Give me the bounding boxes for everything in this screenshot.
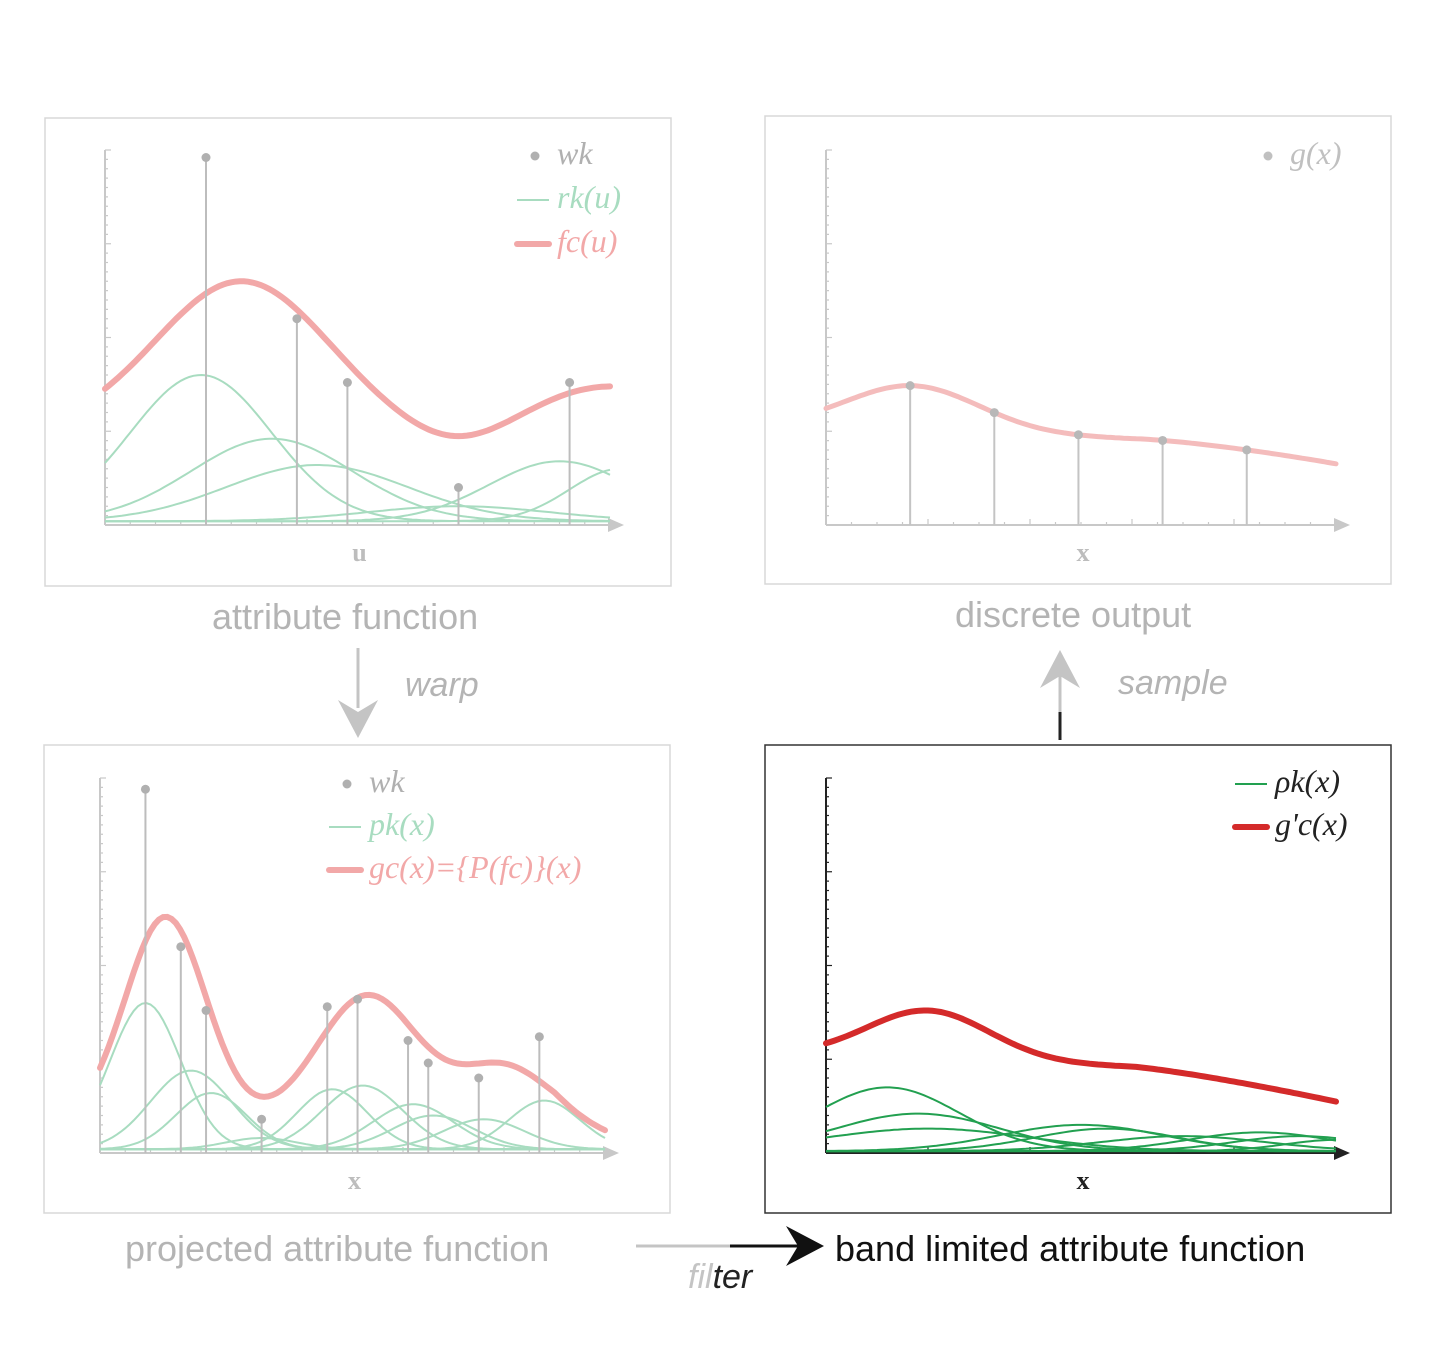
bandlimited-axis-label: x (1077, 1166, 1090, 1195)
attribute-axis-label: u (352, 538, 366, 567)
discrete-sample-dot (1073, 430, 1083, 440)
projected-legend-label: gc(x)={P(fc)}(x) (369, 849, 581, 885)
attribute-fc-curve (102, 278, 613, 440)
discrete-ticks (825, 149, 1337, 526)
projected-gc-curve (97, 913, 608, 1134)
label-warp: warp (405, 666, 479, 704)
projected-basis-curve (100, 1103, 605, 1151)
projected-basis-curve (100, 1099, 606, 1151)
bandlimited-legend-label: g'c(x) (1275, 806, 1348, 842)
projected-weight-dot (176, 942, 186, 952)
bandlimited-basis-curve (826, 1138, 1336, 1153)
attribute-weight-dot (201, 153, 211, 162)
label-filter-part-1: fil (688, 1258, 713, 1296)
projected-x-arrowhead (603, 1146, 619, 1160)
attribute-weight-dot (565, 378, 575, 387)
bandlimited-ticks (825, 777, 1337, 1154)
projected-axis-label: x (348, 1166, 361, 1195)
panel-bandlimited-frame (764, 744, 1392, 1214)
label-sample: sample (1118, 664, 1228, 702)
label-filter-part-2: ter (712, 1258, 753, 1296)
attribute-legend-dot (530, 151, 540, 161)
projected-weight-dot (403, 1036, 413, 1045)
attribute-legend-label: fc(u) (557, 223, 617, 259)
panel-discrete-frame (764, 115, 1392, 585)
projected-weight-dot (257, 1114, 267, 1124)
filter-arrow-head (786, 1226, 824, 1266)
discrete-legend-dot (1263, 151, 1273, 161)
attribute-x-arrowhead (608, 518, 624, 532)
caption-projected-attribute-function: projected attribute function (125, 1228, 550, 1269)
projected-weight-dot (322, 1002, 332, 1012)
caption-attribute-function: attribute function (212, 596, 479, 637)
projected-legend-dot (342, 779, 352, 789)
discrete-sample-dot (989, 408, 999, 418)
attribute-basis-curve (104, 437, 610, 523)
projected-weight-dot (140, 784, 150, 794)
sample-arrow-head (1040, 650, 1080, 688)
discrete-g-curve (823, 383, 1339, 467)
attribute-legend-label: wk (557, 135, 593, 171)
projected-legend-label: pk(x) (367, 806, 435, 842)
attribute-weight-dot (454, 483, 463, 492)
bandlimited-gc-curve (823, 1007, 1339, 1105)
caption-band-limited-attribute-function: band limited attribute function (835, 1228, 1306, 1269)
attribute-weight-dot (292, 314, 302, 324)
warp-arrow-head (338, 700, 378, 738)
projected-legend-label: wk (369, 763, 405, 799)
projected-weight-dot (201, 1006, 211, 1015)
attribute-basis-curve (105, 468, 611, 523)
discrete-legend-label: g(x) (1290, 135, 1342, 171)
projected-basis-curve (99, 1092, 605, 1151)
projected-basis-curve (100, 1088, 605, 1151)
projected-weight-dot (423, 1058, 433, 1068)
attribute-legend-label: rk(u) (557, 179, 621, 215)
discrete-sample-dot (1158, 435, 1168, 445)
attribute-basis-curve (104, 373, 610, 523)
caption-discrete-output: discrete output (955, 594, 1192, 635)
panel-projected-frame (43, 744, 671, 1214)
attribute-basis-curve (104, 464, 610, 522)
discrete-sample-dot (905, 381, 915, 391)
projected-weight-dot (353, 994, 363, 1004)
discrete-sample-dot (1242, 445, 1252, 455)
bandlimited-x-arrowhead (1334, 1146, 1350, 1160)
projected-basis-curve (100, 1084, 605, 1151)
attribute-ticks (104, 149, 611, 526)
bandlimited-legend-label: ρk(x) (1274, 763, 1340, 799)
discrete-axis-label: x (1077, 538, 1090, 567)
label-filter: filter (688, 1258, 752, 1297)
projected-weight-dot (534, 1032, 544, 1042)
attribute-weight-dot (342, 378, 352, 387)
projected-weight-dot (474, 1073, 484, 1083)
projected-ticks (99, 777, 606, 1154)
panel-attribute-frame (44, 117, 672, 587)
projected-basis-curve (99, 1069, 605, 1151)
discrete-x-arrowhead (1334, 518, 1350, 532)
